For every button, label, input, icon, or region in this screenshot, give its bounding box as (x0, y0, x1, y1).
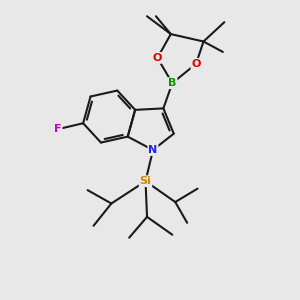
Text: O: O (153, 53, 162, 63)
Text: F: F (54, 124, 62, 134)
Text: N: N (148, 145, 158, 155)
Text: B: B (168, 78, 176, 88)
Text: Si: Si (140, 176, 152, 186)
Text: O: O (191, 59, 201, 69)
